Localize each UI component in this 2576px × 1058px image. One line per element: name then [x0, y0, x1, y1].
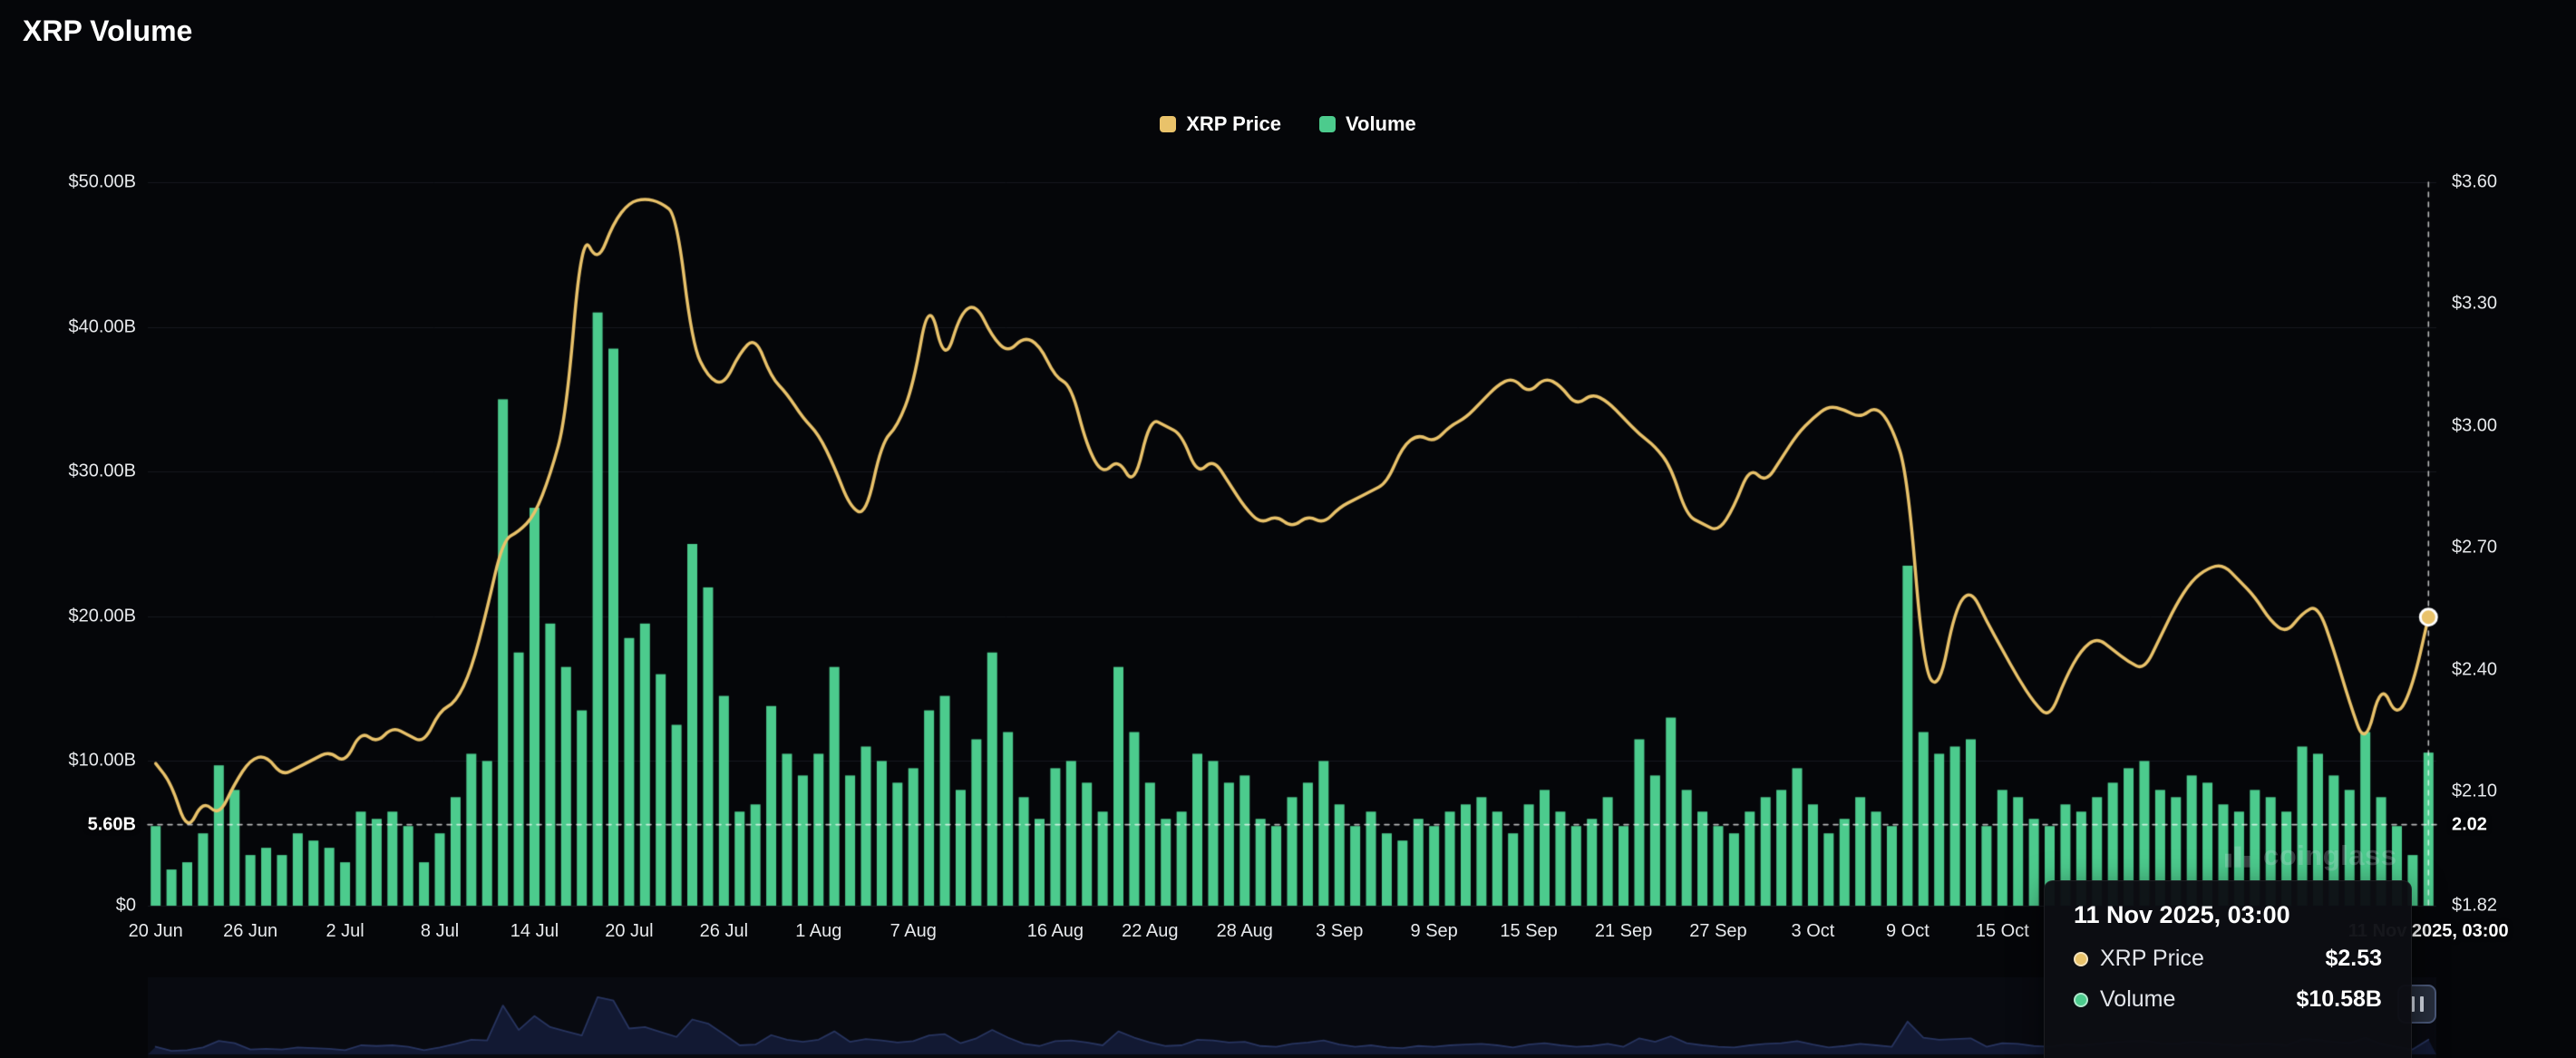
coinglass-logo-icon [2225, 846, 2250, 868]
tooltip-label-volume: Volume [2100, 986, 2176, 1012]
pause-icon [2419, 996, 2424, 1012]
legend-item-volume[interactable]: Volume [1318, 112, 1416, 136]
tooltip-value-xrp-price: $2.53 [2325, 946, 2382, 971]
tooltip-row-xrp-price: XRP Price $2.53 [2074, 946, 2382, 972]
volume-dot-icon [2074, 992, 2088, 1007]
tooltip-title: 11 Nov 2025, 03:00 [2074, 901, 2290, 928]
xrp-price-dot-icon [2074, 951, 2088, 966]
coinglass-watermark: coinglass [2223, 840, 2397, 872]
legend-label-xrp-price: XRP Price [1186, 112, 1281, 135]
volume-swatch-icon [1318, 116, 1336, 132]
tooltip-row-volume: Volume $10.58B [2074, 986, 2382, 1013]
page-title: XRP Volume [23, 15, 193, 47]
xrp-price-swatch-icon [1160, 116, 1177, 132]
tooltip-value-volume: $10.58B [2296, 986, 2382, 1012]
legend-item-xrp-price[interactable]: XRP Price [1160, 112, 1281, 136]
pause-icon [2410, 996, 2415, 1012]
watermark-text: coinglass [2263, 840, 2397, 871]
legend-label-volume: Volume [1345, 112, 1416, 135]
tooltip-label-xrp-price: XRP Price [2100, 946, 2204, 971]
tooltip: 11 Nov 2025, 03:00 XRP Price $2.53 Volum… [2044, 880, 2412, 1058]
legend: XRP Price Volume [0, 112, 2576, 136]
